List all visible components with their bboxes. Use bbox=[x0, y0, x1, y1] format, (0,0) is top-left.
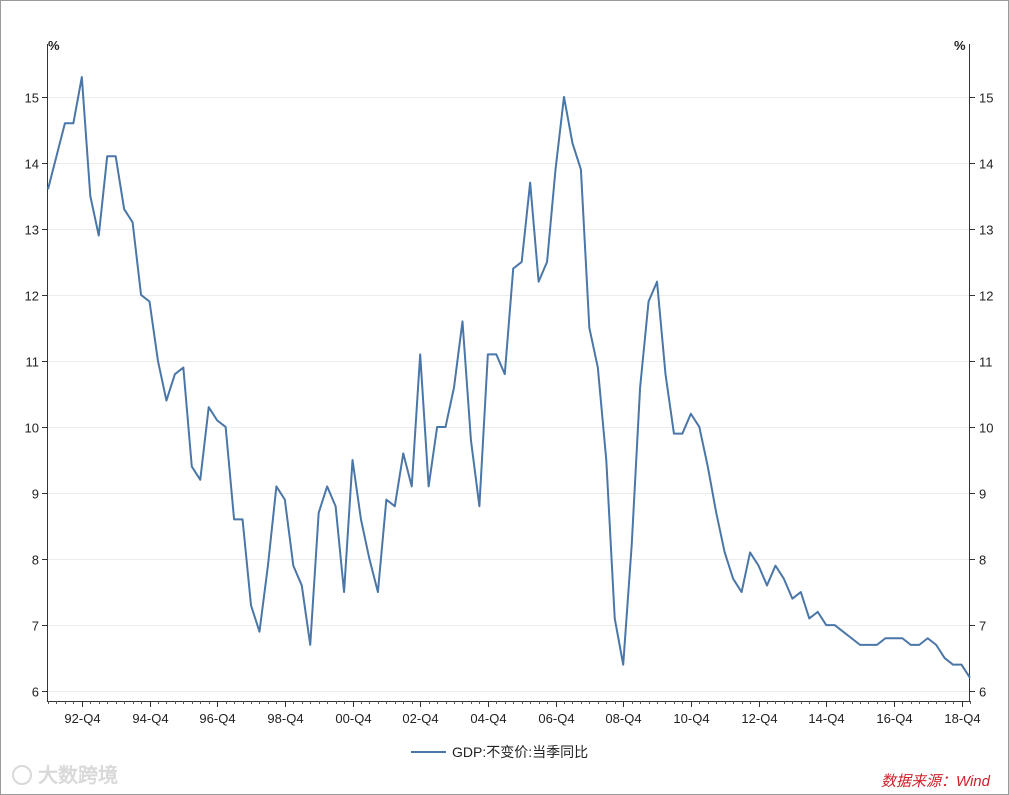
x-tick-label: 10-Q4 bbox=[673, 711, 709, 726]
watermark-icon bbox=[12, 765, 32, 785]
x-ticks: 92-Q4 94-Q4 96-Q4 98-Q4 00-Q4 02-Q4 04-Q4 06-Q4… bbox=[48, 701, 981, 726]
x-tick-label: 02-Q4 bbox=[402, 711, 438, 726]
left-tick-label: 12 bbox=[25, 289, 39, 304]
x-tick-label: 18-Q4 bbox=[944, 711, 980, 726]
left-tick-label: 6 bbox=[32, 685, 39, 700]
left-tick-label: 10 bbox=[25, 421, 39, 436]
x-tick-label: 94-Q4 bbox=[132, 711, 168, 726]
right-tick-label: 15 bbox=[979, 91, 993, 106]
left-tick-label: 11 bbox=[26, 355, 40, 370]
x-tick-label: 96-Q4 bbox=[199, 711, 235, 726]
right-unit-label: % bbox=[954, 38, 966, 53]
gridlines bbox=[47, 97, 970, 692]
x-tick-label: 92-Q4 bbox=[64, 711, 100, 726]
left-unit-label: % bbox=[48, 38, 60, 53]
right-tick-label: 12 bbox=[979, 289, 993, 304]
right-tick-label: 13 bbox=[979, 223, 993, 238]
watermark-text: 大数跨境 bbox=[38, 763, 118, 787]
right-tick-label: 6 bbox=[979, 685, 986, 700]
left-tick-label: 8 bbox=[32, 553, 39, 568]
right-tick-label: 9 bbox=[979, 487, 986, 502]
right-tick-label: 10 bbox=[979, 421, 993, 436]
x-tick-label: 98-Q4 bbox=[267, 711, 303, 726]
watermark-logo: 大数跨境 bbox=[12, 763, 118, 787]
x-tick-label: 04-Q4 bbox=[470, 711, 506, 726]
x-tick-label: 06-Q4 bbox=[538, 711, 574, 726]
source-note: 数据来源：Wind bbox=[881, 773, 991, 790]
gdp-series-line bbox=[47, 76, 971, 679]
x-tick-label: 14-Q4 bbox=[808, 711, 844, 726]
right-tick-label: 8 bbox=[979, 553, 986, 568]
legend-label: GDP:不变价:当季同比 bbox=[452, 744, 588, 760]
right-tick-label: 7 bbox=[979, 619, 986, 634]
left-tick-label: 13 bbox=[25, 223, 39, 238]
legend: GDP:不变价:当季同比 bbox=[411, 744, 588, 760]
left-tick-label: 7 bbox=[32, 619, 39, 634]
x-tick-label: 00-Q4 bbox=[335, 711, 371, 726]
x-tick-label: 08-Q4 bbox=[605, 711, 641, 726]
left-y-ticks: 6 7 8 9 10 11 12 13 14 15 bbox=[25, 91, 47, 700]
x-tick-label: 12-Q4 bbox=[741, 711, 777, 726]
x-tick-label: 16-Q4 bbox=[876, 711, 912, 726]
left-tick-label: 9 bbox=[32, 487, 39, 502]
right-y-ticks: 6 7 8 9 10 11 12 13 14 15 bbox=[970, 91, 993, 700]
left-tick-label: 14 bbox=[25, 157, 39, 172]
left-tick-label: 15 bbox=[25, 91, 39, 106]
right-tick-label: 14 bbox=[979, 157, 993, 172]
right-tick-label: 11 bbox=[979, 355, 993, 370]
